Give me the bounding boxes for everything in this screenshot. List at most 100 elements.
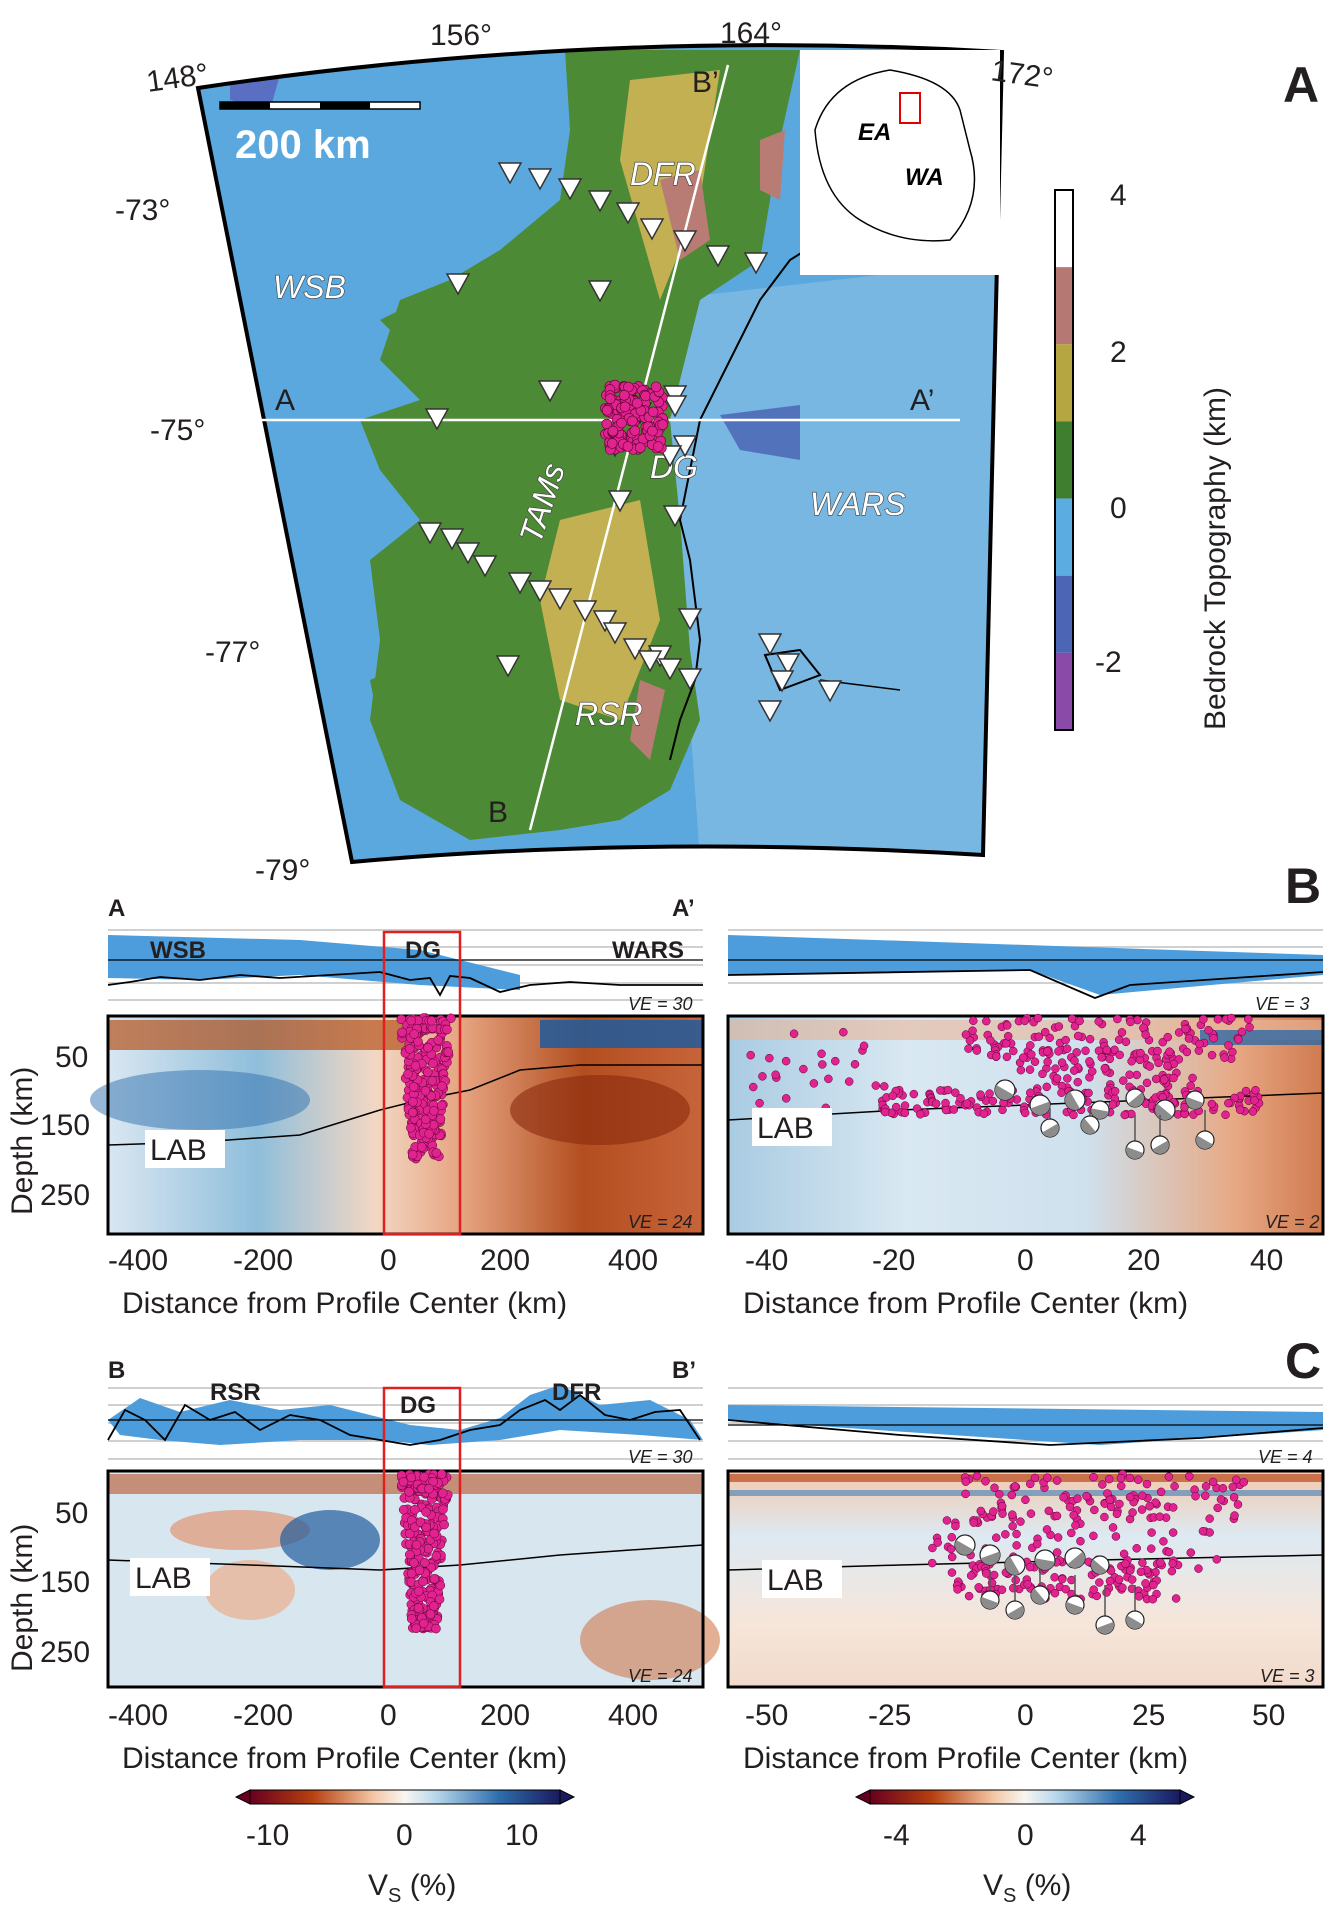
earthquake [640,390,651,402]
earthquake [1034,1032,1044,1041]
earthquake [1164,1472,1174,1481]
earthquake [1199,1014,1208,1024]
bb-label-dfr: DFR [552,1379,601,1406]
earthquake [1170,1481,1179,1491]
bbz-xtick-0: 0 [1017,1699,1034,1732]
abz-xtick-40: 40 [1250,1244,1283,1277]
earthquake [1069,1510,1078,1520]
focal-quadrant [995,1085,1014,1100]
lat-label-75: -75° [150,414,205,447]
earthquake [1071,1521,1080,1530]
earthquake [961,1030,971,1039]
earthquake [1213,1503,1222,1513]
station-marker [615,202,641,225]
earthquake [1095,1578,1104,1587]
earthquake [1072,1048,1081,1057]
earthquake [998,1105,1007,1115]
earthquake [1085,1057,1094,1066]
earthquake [406,1613,417,1624]
earthquake [964,1044,973,1053]
ab-label-wsb: WSB [150,937,206,964]
earthquake [416,1142,427,1152]
ab-xlabel: Distance from Profile Center (km) [122,1287,567,1320]
map-panel: EA WA 200 km A A’ B B’ DFR WSB TAMs DG W… [115,17,1319,887]
earthquake [1002,1021,1012,1030]
earthquake [418,1618,429,1629]
ab-xtick-200: 200 [480,1244,530,1277]
earthquake [428,1058,438,1069]
earthquake [436,1469,447,1479]
earthquake [1026,1041,1035,1050]
earthquake [424,1129,434,1139]
earthquake [943,1085,953,1095]
earthquake [1010,1482,1020,1491]
earthquake [420,1114,431,1125]
vs-left-label: VS (%) [368,1869,456,1907]
earthquake [1105,1576,1115,1586]
bb-depth-tick-150: 150 [40,1566,90,1599]
earthquake [1207,1099,1217,1109]
earthquake [1025,1479,1035,1489]
earthquake [1125,1566,1135,1575]
earthquake [1163,1032,1173,1042]
earthquake [844,1077,854,1086]
earthquake [962,1099,972,1108]
ab-zoom-seismicity [746,1013,1264,1120]
earthquake [966,1571,976,1580]
earthquake [601,404,613,416]
earthquake [1168,1503,1178,1512]
bbz-xtick-50: 50 [1252,1699,1285,1732]
earthquake [1227,1013,1236,1023]
study-area-box [899,92,921,124]
topo-colorbar-segment [1055,190,1073,268]
earthquake [1094,1017,1103,1026]
earthquake [607,425,619,437]
earthquake [1213,1015,1223,1024]
earthquake [1204,1025,1213,1035]
topo-tick-4: 4 [1110,179,1127,212]
earthquake [1186,1548,1196,1557]
earthquake [880,1082,889,1091]
earthquake [629,425,641,436]
earthquake [1149,1580,1158,1590]
earthquake [1012,1541,1021,1550]
ab-zoom-tomography: LAB VE = 2 [726,1013,1325,1236]
topo-colorbar-segment [1055,575,1073,653]
section-bb-start: B [108,1357,125,1384]
dg-highlight-box-bb [382,1386,462,1689]
bb-label-dg: DG [400,1392,436,1419]
earthquake [652,441,664,452]
ab-depth-tick-50: 50 [55,1041,88,1074]
earthquake [1052,1074,1062,1083]
earthquake [1033,1013,1043,1023]
earthquake [1195,1039,1204,1049]
earthquake [1025,1562,1035,1572]
earthquake [421,1507,431,1517]
earthquake [631,397,643,409]
earthquake [982,1016,991,1026]
earthquake [1159,1075,1169,1084]
earthquake [1061,1035,1070,1045]
earthquake [429,1528,439,1539]
station-marker [602,622,628,645]
earthquake [409,1029,419,1039]
bb-xtick-400: 400 [608,1699,658,1732]
earthquake [1127,1584,1137,1593]
earthquake [1113,1014,1122,1024]
profile-a-end: A’ [910,384,934,417]
ab-xtick-0: 0 [380,1244,397,1277]
station-marker [775,653,801,676]
earthquake [871,1081,881,1090]
focal-quadrant [1031,1588,1046,1604]
earthquake [1087,1067,1097,1076]
region-wars: WARS [810,486,905,522]
earthquake [947,1568,957,1577]
earthquake [781,1094,791,1103]
earthquake [817,1049,826,1059]
earthquake [1108,1523,1118,1532]
focal-quadrant [1128,1092,1144,1107]
earthquake [434,1594,445,1605]
earthquake [438,1504,448,1515]
earthquake [1025,1065,1035,1074]
ab-xtick-m400: -400 [108,1244,168,1277]
